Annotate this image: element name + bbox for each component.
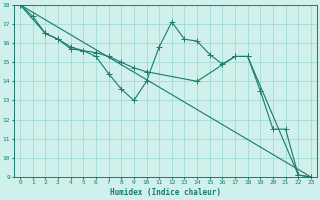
X-axis label: Humidex (Indice chaleur): Humidex (Indice chaleur) — [110, 188, 221, 197]
